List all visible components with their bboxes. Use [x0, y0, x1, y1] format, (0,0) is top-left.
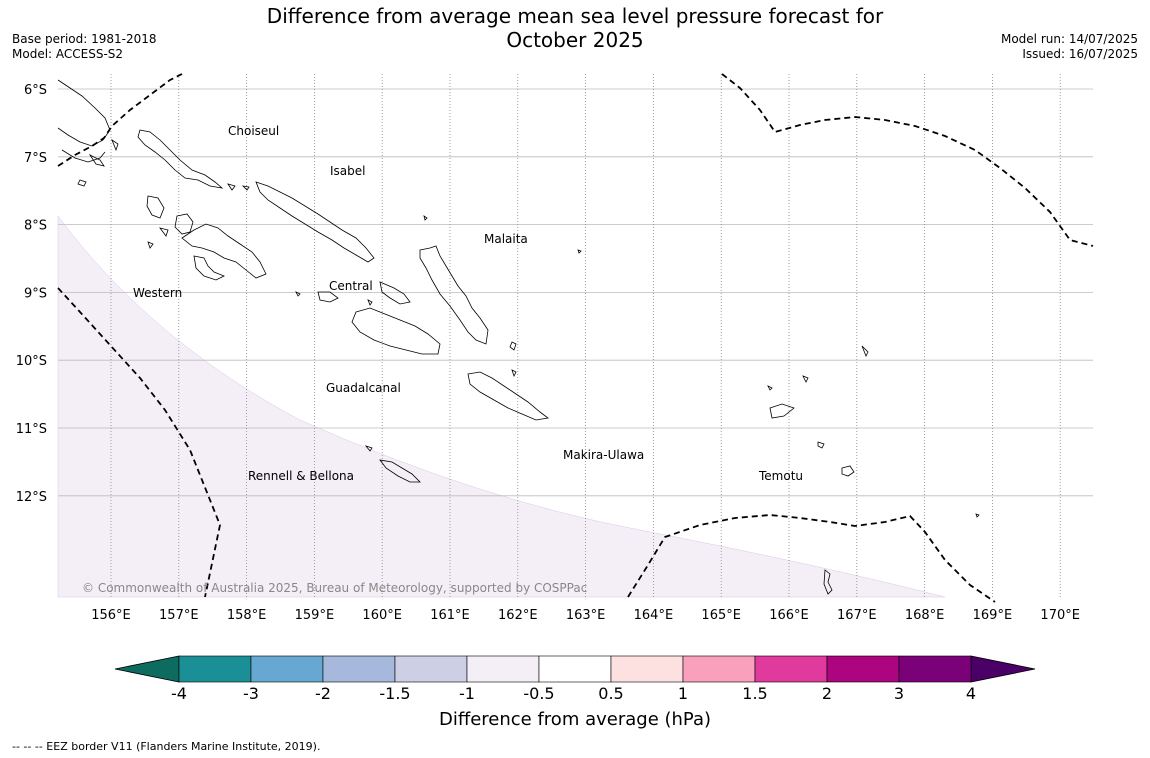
colorbar-tick-label: 2 — [822, 684, 832, 703]
lon-label: 157°E — [159, 608, 199, 623]
place-label-makira-ulawa: Makira-Ulawa — [563, 448, 644, 462]
issued-date: Issued: 16/07/2025 — [1022, 47, 1138, 61]
eez-borders — [57, 73, 1094, 603]
colorbar-segment — [682, 655, 756, 683]
anomaly-shading — [57, 215, 946, 598]
place-label-guadalcanal: Guadalcanal — [326, 381, 401, 395]
lon-label: 159°E — [295, 608, 335, 623]
place-label-western: Western — [133, 286, 182, 300]
colorbar-segment — [538, 655, 612, 683]
eez-legend-note: -- -- -- EEZ border V11 (Flanders Marine… — [12, 740, 321, 753]
longitude-labels: 156°E 157°E 158°E 159°E 160°E 161°E 162°E 163°E… — [91, 608, 1080, 623]
lon-label: 166°E — [769, 608, 809, 623]
lat-label: 12°S — [16, 490, 47, 505]
meta-left: Base period: 1981-2018 Model: ACCESS-S2 — [12, 32, 157, 62]
title-line-2: October 2025 — [506, 28, 644, 52]
lon-label: 160°E — [362, 608, 402, 623]
colorbar-segment — [754, 655, 828, 683]
model-run: Model run: 14/07/2025 — [1000, 32, 1138, 46]
colorbar-segment — [826, 655, 900, 683]
lat-label: 7°S — [24, 151, 47, 166]
lon-label: 158°E — [227, 608, 267, 623]
colorbar-tick-label: -2 — [315, 684, 331, 703]
latitude-labels: 6°S 7°S 8°S 9°S 10°S 11°S 12°S — [16, 83, 47, 505]
colorbar-segment — [322, 655, 396, 683]
colorbar: -4 -3 -2 -1.5 -1 -0.5 0.5 1 1.5 2 3 4 — [114, 655, 1036, 703]
gridlines — [58, 74, 1093, 597]
lat-label: 9°S — [24, 286, 47, 301]
colorbar-tick-label: -0.5 — [523, 684, 554, 703]
lon-label: 170°E — [1040, 608, 1080, 623]
title-line-1: Difference from average mean sea level p… — [266, 4, 884, 28]
colorbar-tick-label: 3 — [894, 684, 904, 703]
colorbar-tick-label: 0.5 — [598, 684, 623, 703]
coastlines — [57, 79, 980, 595]
place-label-isabel: Isabel — [330, 164, 365, 178]
colorbar-segment — [610, 655, 684, 683]
lon-label: 169°E — [973, 608, 1013, 623]
colorbar-tick-label: -1 — [459, 684, 475, 703]
model-name: Model: ACCESS-S2 — [12, 47, 124, 61]
colorbar-tick-label: -4 — [171, 684, 187, 703]
lat-label: 11°S — [16, 422, 47, 437]
place-label-temotu: Temotu — [758, 469, 803, 483]
lon-label: 167°E — [837, 608, 877, 623]
colorbar-segment — [466, 655, 540, 683]
place-label-choiseul: Choiseul — [228, 124, 279, 138]
map-title: Difference from average mean sea level p… — [0, 4, 1150, 52]
colorbar-label: Difference from average (hPa) — [438, 709, 712, 730]
lon-label: 168°E — [905, 608, 945, 623]
lat-label: 6°S — [24, 83, 47, 98]
colorbar-tick-label: 1 — [678, 684, 688, 703]
colorbar-tick-label: 4 — [966, 684, 976, 703]
lon-label: 163°E — [566, 608, 606, 623]
colorbar-segment — [250, 655, 324, 683]
colorbar-segment — [898, 655, 972, 683]
copyright-notice: © Commonwealth of Australia 2025, Bureau… — [82, 581, 587, 595]
base-period: Base period: 1981-2018 — [12, 32, 157, 46]
colorbar-segment — [394, 655, 468, 683]
place-label-rennell-bellona: Rennell & Bellona — [248, 469, 354, 483]
colorbar-tick-label: 1.5 — [742, 684, 767, 703]
colorbar-over-arrow — [970, 655, 1036, 683]
colorbar-tick-label: -1.5 — [379, 684, 410, 703]
lon-label: 156°E — [91, 608, 131, 623]
lat-label: 8°S — [24, 219, 47, 234]
lon-label: 165°E — [701, 608, 741, 623]
place-label-malaita: Malaita — [484, 232, 528, 246]
meta-right: Model run: 14/07/2025 Issued: 16/07/2025 — [1001, 32, 1138, 62]
place-names: Choiseul Isabel Malaita Western Central … — [133, 124, 803, 483]
lon-label: 164°E — [634, 608, 674, 623]
lon-label: 162°E — [498, 608, 538, 623]
place-label-central: Central — [329, 279, 373, 293]
lon-label: 161°E — [430, 608, 470, 623]
colorbar-segment — [178, 655, 252, 683]
colorbar-tick-label: -3 — [243, 684, 259, 703]
colorbar-under-arrow — [114, 655, 180, 683]
lat-label: 10°S — [16, 354, 47, 369]
